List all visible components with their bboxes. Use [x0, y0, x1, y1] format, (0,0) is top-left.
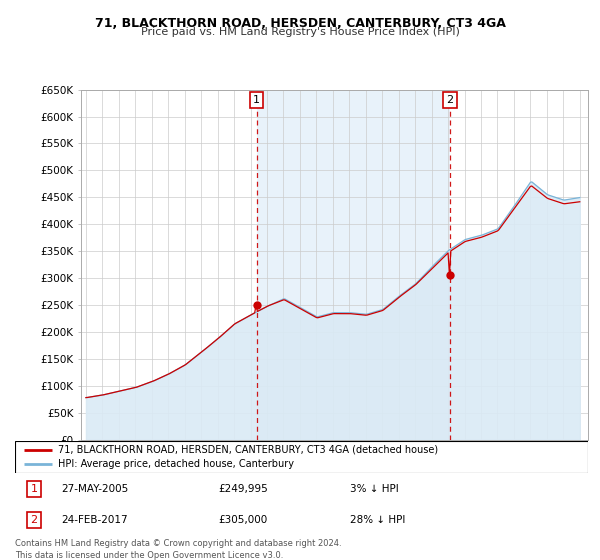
Text: 71, BLACKTHORN ROAD, HERSDEN, CANTERBURY, CT3 4GA (detached house): 71, BLACKTHORN ROAD, HERSDEN, CANTERBURY… — [58, 445, 438, 455]
Text: 71, BLACKTHORN ROAD, HERSDEN, CANTERBURY, CT3 4GA: 71, BLACKTHORN ROAD, HERSDEN, CANTERBURY… — [95, 17, 505, 30]
Text: 24-FEB-2017: 24-FEB-2017 — [61, 515, 127, 525]
Text: £249,995: £249,995 — [218, 484, 268, 494]
Text: 27-MAY-2005: 27-MAY-2005 — [61, 484, 128, 494]
Text: 1: 1 — [253, 95, 260, 105]
Text: HPI: Average price, detached house, Canterbury: HPI: Average price, detached house, Cant… — [58, 459, 294, 469]
Text: 1: 1 — [31, 484, 37, 494]
Text: Price paid vs. HM Land Registry's House Price Index (HPI): Price paid vs. HM Land Registry's House … — [140, 27, 460, 37]
Text: 2: 2 — [31, 515, 37, 525]
Text: 3% ↓ HPI: 3% ↓ HPI — [350, 484, 399, 494]
Text: 28% ↓ HPI: 28% ↓ HPI — [350, 515, 406, 525]
Bar — [257, 90, 450, 440]
Text: 2: 2 — [446, 95, 454, 105]
Text: £305,000: £305,000 — [218, 515, 268, 525]
Text: Contains HM Land Registry data © Crown copyright and database right 2024.
This d: Contains HM Land Registry data © Crown c… — [15, 539, 341, 560]
